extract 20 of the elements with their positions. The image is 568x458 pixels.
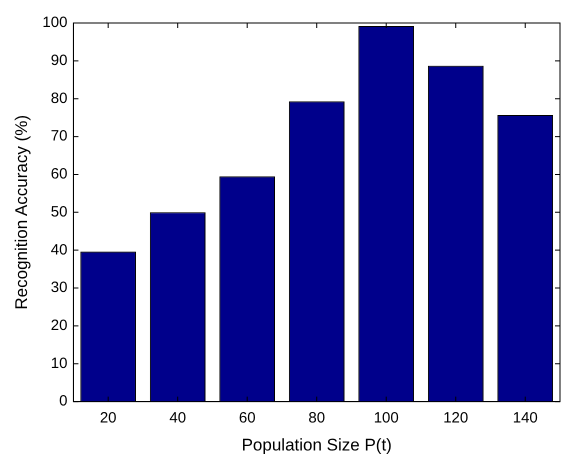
y-tick-label: 60 [50,166,68,183]
x-tick-label: 40 [169,410,186,427]
x-tick-label: 100 [374,410,399,427]
x-tick-label: 20 [100,410,117,427]
x-tick-label: 120 [443,410,468,427]
y-tick-label: 100 [42,14,68,32]
y-tick-label: 20 [50,317,68,334]
y-tick-label: 30 [50,279,68,296]
y-tick-label: 90 [50,52,68,69]
y-tick-label: 50 [50,203,68,220]
y-tick-label: 40 [50,241,68,258]
x-tick-label: 60 [238,410,256,427]
x-tick-label: 140 [512,410,538,427]
y-tick-label: 70 [50,128,68,145]
y-tick-label: 80 [50,90,68,107]
x-axis-title: Population Size P(t) [242,435,392,454]
y-tick-label: 10 [50,354,68,372]
x-tick-label: 80 [308,410,326,427]
y-tick-label: 0 [59,392,68,410]
y-axis-title: Recognition Accuracy (%) [12,114,31,310]
